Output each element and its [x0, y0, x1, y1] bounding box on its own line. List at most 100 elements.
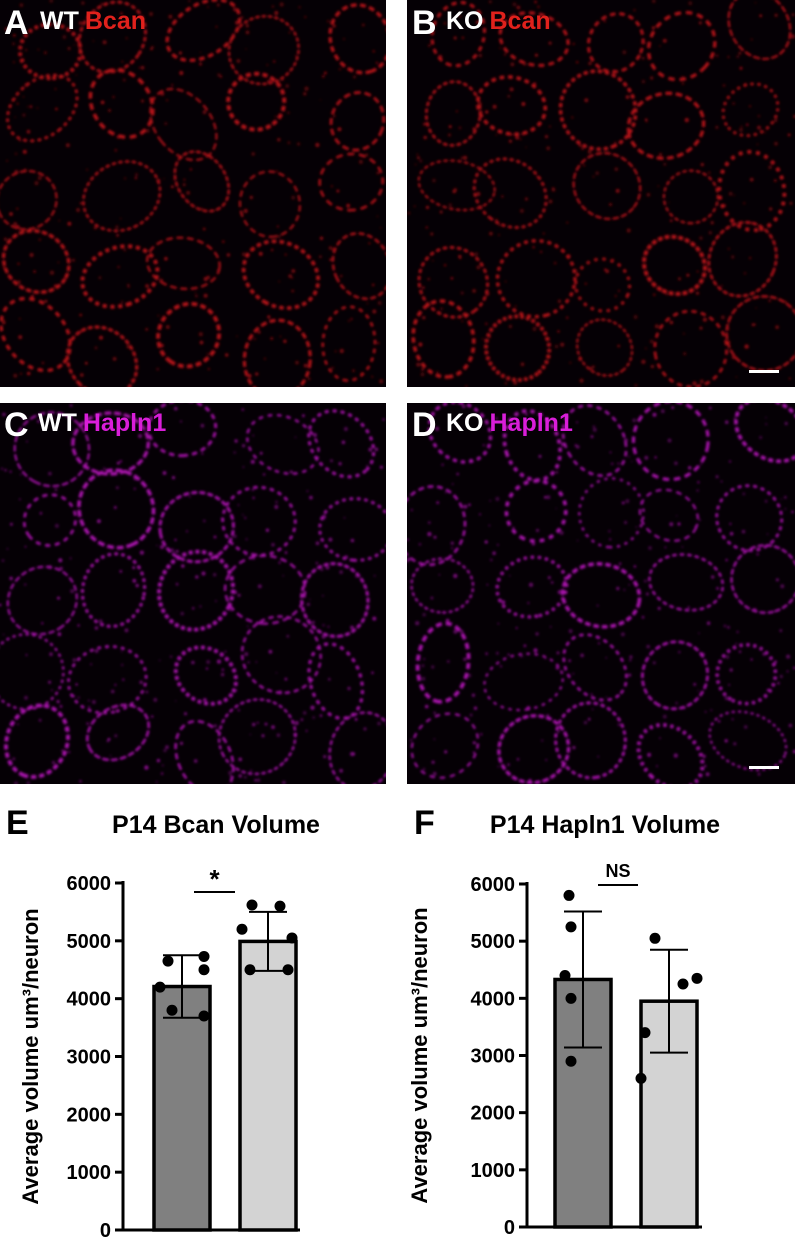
stain-puncta: [69, 557, 72, 560]
stain-puncta: [332, 24, 336, 28]
stain-puncta: [427, 277, 431, 281]
cell-outline: [22, 493, 77, 547]
stain-puncta: [73, 44, 76, 46]
y-tick-label: 6000: [471, 874, 516, 896]
stain-puncta: [427, 521, 431, 524]
stain-puncta: [750, 38, 753, 41]
stain-puncta: [651, 0, 656, 3]
stain-puncta: [698, 632, 700, 635]
stain-puncta: [198, 332, 203, 337]
stain-puncta: [114, 148, 118, 152]
stain-puncta: [556, 651, 560, 655]
stain-puncta: [485, 291, 490, 296]
stain-puncta: [23, 168, 27, 172]
stain-puncta: [88, 706, 91, 709]
data-point: [154, 981, 166, 993]
stain-puncta: [170, 548, 174, 552]
stain-puncta: [559, 530, 564, 535]
stain-puncta: [590, 693, 593, 696]
stain-puncta: [658, 152, 663, 156]
stain-puncta: [150, 715, 154, 718]
stain-puncta: [740, 125, 743, 128]
stain-puncta: [652, 661, 656, 665]
stain-puncta: [6, 548, 9, 550]
stain-puncta: [297, 142, 301, 146]
stain-puncta: [9, 212, 13, 216]
stain-puncta: [683, 352, 687, 356]
stain-puncta: [420, 372, 425, 377]
stain-puncta: [461, 320, 464, 323]
genotype-label-c: WT: [38, 409, 77, 437]
stain-puncta: [321, 594, 324, 597]
stain-puncta: [275, 672, 278, 674]
stain-puncta: [100, 100, 105, 105]
stain-puncta: [754, 1, 757, 4]
stain-puncta: [302, 711, 307, 715]
stain-puncta: [252, 496, 255, 500]
stain-puncta: [677, 277, 682, 281]
stain-puncta: [693, 682, 697, 686]
data-point: [162, 955, 174, 967]
stain-puncta: [140, 65, 145, 70]
cell-outline: [410, 712, 480, 779]
stain-puncta: [145, 690, 149, 694]
stain-puncta: [344, 555, 349, 559]
stain-puncta: [365, 464, 369, 468]
stain-puncta: [257, 330, 261, 334]
stain-puncta: [138, 433, 143, 439]
stain-puncta: [591, 708, 594, 711]
stain-puncta: [339, 348, 344, 354]
stain-puncta: [463, 657, 467, 662]
stain-puncta: [23, 695, 29, 700]
stain-puncta: [759, 435, 763, 440]
cell-outline: [646, 10, 717, 82]
stain-puncta: [311, 620, 315, 624]
stain-puncta: [48, 471, 52, 476]
stain-puncta: [720, 315, 725, 320]
stain-puncta: [669, 320, 674, 325]
stain-puncta: [334, 350, 337, 353]
cell-outline: [241, 239, 321, 310]
stain-puncta: [535, 528, 540, 533]
stain-puncta: [433, 738, 436, 741]
stain-puncta: [188, 495, 191, 498]
stain-puncta: [728, 191, 733, 196]
stain-puncta: [41, 622, 44, 625]
stain-puncta: [98, 619, 103, 624]
stain-puncta: [275, 170, 278, 173]
stain-puncta: [687, 606, 690, 609]
stain-puncta: [644, 455, 649, 460]
stain-puncta: [153, 697, 158, 702]
stain-puncta: [207, 368, 210, 370]
stain-puncta: [576, 539, 579, 542]
cell-outline: [77, 468, 156, 550]
stain-puncta: [22, 96, 25, 98]
stain-puncta: [156, 367, 160, 371]
cell-outline: [554, 701, 627, 780]
stain-puncta: [482, 444, 485, 447]
stain-puncta: [727, 55, 730, 59]
stain-puncta: [544, 336, 549, 341]
stain-puncta: [484, 540, 488, 544]
stain-puncta: [271, 5, 275, 8]
stain-puncta: [331, 247, 337, 252]
stain-puncta: [44, 51, 47, 55]
stain-puncta: [748, 256, 752, 260]
stain-puncta: [478, 20, 483, 25]
cell-outline: [331, 232, 386, 300]
cell-outline: [6, 565, 78, 636]
stain-puncta: [21, 415, 26, 419]
stain-puncta: [38, 238, 41, 241]
stain-puncta: [244, 516, 247, 520]
stain-puncta: [633, 9, 636, 12]
cell-outline: [572, 152, 642, 220]
stain-puncta: [424, 704, 429, 709]
stain-puncta: [216, 659, 222, 664]
stain-puncta: [438, 574, 441, 576]
stain-puncta: [259, 451, 263, 455]
cell-outline: [708, 710, 788, 772]
stain-puncta: [93, 538, 96, 541]
stain-puncta: [98, 335, 104, 340]
stain-puncta: [421, 368, 424, 371]
stain-puncta: [303, 92, 307, 96]
